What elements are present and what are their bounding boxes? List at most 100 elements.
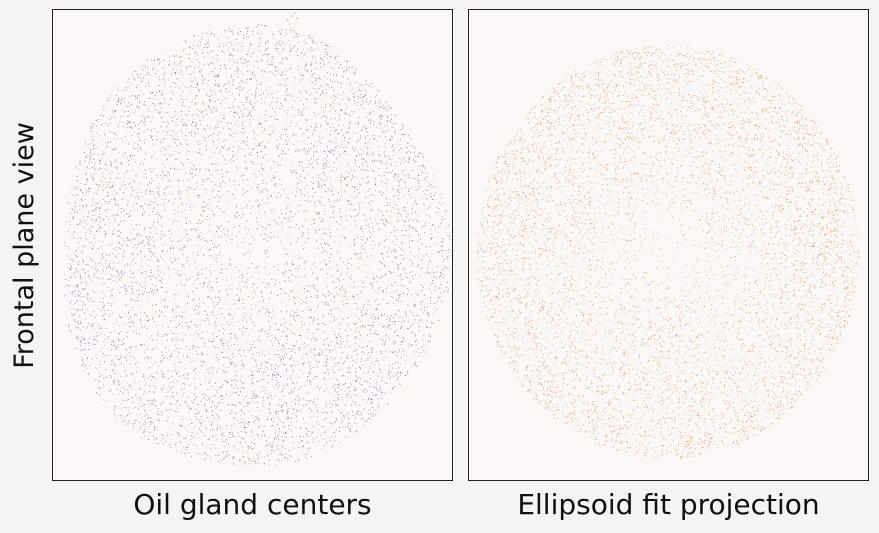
scatter-point [230, 427, 232, 430]
scatter-point [107, 184, 109, 186]
scatter-point [361, 90, 363, 92]
scatter-point [441, 241, 443, 243]
scatter-point [200, 360, 202, 362]
scatter-point [294, 44, 296, 47]
scatter-point [324, 232, 326, 234]
scatter-point [205, 109, 207, 111]
scatter-point [122, 399, 124, 401]
scatter-point [286, 127, 288, 129]
scatter-point [159, 175, 161, 177]
scatter-point [106, 170, 108, 172]
scatter-point [216, 429, 218, 431]
scatter-point [373, 387, 375, 389]
scatter-point [409, 271, 411, 273]
scatter-point [315, 232, 317, 234]
scatter-point [423, 349, 425, 351]
scatter-point [328, 378, 330, 380]
scatter-point [235, 444, 237, 446]
scatter-point [417, 256, 419, 258]
scatter-point [447, 288, 449, 290]
scatter-point [196, 413, 198, 415]
scatter-point [349, 99, 351, 101]
scatter-point [126, 204, 128, 206]
scatter-point [123, 126, 125, 128]
scatter-point [402, 292, 404, 295]
scatter-point [395, 257, 397, 259]
scatter-point [315, 124, 317, 126]
scatter-point [357, 188, 359, 190]
scatter-point [320, 142, 322, 144]
scatter-point [295, 223, 297, 225]
scatter-point [244, 312, 246, 314]
scatter-point [357, 140, 360, 142]
scatter-point [330, 152, 332, 154]
scatter-point [90, 227, 92, 229]
scatter-point [313, 146, 315, 148]
scatter-point [211, 424, 213, 426]
scatter-point [113, 331, 115, 333]
scatter-point [136, 413, 138, 415]
scatter-point [371, 327, 373, 329]
scatter-point [140, 73, 142, 75]
scatter-point [221, 337, 223, 340]
scatter-point [451, 249, 452, 251]
scatter-point [379, 154, 381, 156]
scatter-point [197, 129, 199, 131]
scatter-point [129, 347, 132, 349]
scatter-point [395, 362, 397, 364]
scatter-point [391, 240, 393, 243]
scatter-point [110, 131, 112, 133]
scatter-point [122, 121, 124, 123]
scatter-point [441, 221, 443, 223]
scatter-point [368, 223, 370, 225]
scatter-point [388, 302, 390, 304]
scatter-point [217, 140, 219, 142]
scatter-point [303, 149, 305, 151]
scatter-point [380, 118, 382, 120]
scatter-point [414, 361, 416, 363]
scatter-point [170, 257, 172, 259]
scatter-point [358, 116, 360, 118]
scatter-point [131, 321, 133, 323]
scatter-point [314, 192, 316, 194]
scatter-point [372, 321, 374, 323]
scatter-point [402, 234, 404, 236]
scatter-point [188, 237, 190, 239]
scatter-point [380, 180, 382, 182]
scatter-point [355, 147, 357, 149]
scatter-point [134, 96, 136, 98]
scatter-point [154, 377, 156, 379]
scatter-point [385, 334, 387, 336]
scatter-point [327, 343, 329, 345]
scatter-point [145, 104, 147, 106]
scatter-point [228, 284, 230, 287]
scatter-point [389, 324, 391, 326]
scatter-point [233, 25, 235, 27]
scatter-point [323, 63, 325, 65]
scatter-point [303, 301, 305, 303]
scatter-point [173, 93, 175, 95]
scatter-point [289, 50, 291, 53]
scatter-point [179, 61, 181, 63]
scatter-point [128, 409, 130, 411]
scatter-point [265, 273, 267, 275]
scatter-point [278, 440, 280, 442]
scatter-point [186, 42, 188, 44]
scatter-point [415, 197, 417, 199]
scatter-point [359, 252, 361, 254]
scatter-point [172, 167, 174, 169]
scatter-point [181, 418, 183, 420]
scatter-point [263, 156, 265, 158]
scatter-point [288, 68, 291, 70]
scatter-point [370, 255, 372, 257]
scatter-point [175, 339, 177, 341]
scatter-point [421, 228, 423, 230]
scatter-point [82, 251, 84, 253]
scatter-point [216, 226, 218, 228]
scatter-point [398, 294, 400, 297]
scatter-point [289, 329, 292, 332]
scatter-point [239, 107, 241, 109]
scatter-point [206, 314, 208, 316]
scatter-point [323, 444, 325, 446]
scatter-point [307, 290, 309, 293]
